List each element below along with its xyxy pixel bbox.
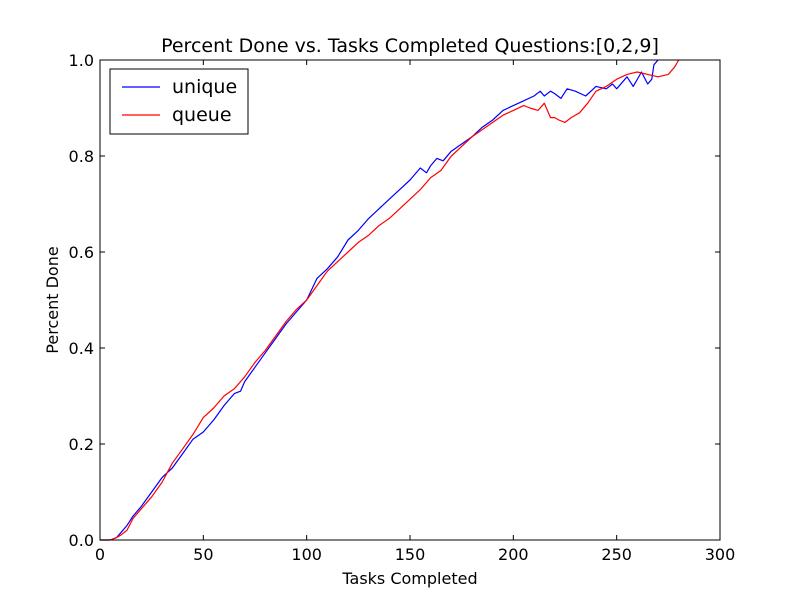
x-tick-label: 150 [395, 545, 426, 564]
y-tick-label: 1.0 [69, 51, 94, 70]
x-tick-label: 100 [291, 545, 322, 564]
y-axis-label: Percent Done [43, 246, 62, 353]
series-line-unique [100, 59, 659, 541]
ticks-layer: 0 50 100 150 200 250 300 0.0 0.2 0.4 0.6 0.8 1.0 [69, 51, 736, 564]
y-tick-label: 0.2 [69, 435, 94, 454]
x-tick-label: 0 [95, 545, 105, 564]
x-tick-label: 50 [193, 545, 213, 564]
series-layer [100, 59, 680, 541]
y-tick-label: 0.6 [69, 243, 94, 262]
x-tick-label: 200 [498, 545, 529, 564]
plot-frame [99, 59, 721, 541]
series-line-queue [100, 59, 680, 541]
y-tick-label: 0.0 [69, 531, 94, 550]
legend-box [109, 68, 249, 135]
legend-label-unique: unique [172, 76, 237, 98]
y-tick-label: 0.4 [69, 339, 94, 358]
legend-label-queue: queue [172, 104, 232, 126]
plot-area [100, 60, 720, 540]
x-axis-label: Tasks Completed [341, 569, 477, 588]
y-tick-label: 0.8 [69, 147, 94, 166]
x-tick-label: 250 [601, 545, 632, 564]
x-tick-label: 300 [705, 545, 736, 564]
legend: unique queue [109, 68, 249, 135]
chart-title: Percent Done vs. Tasks Completed Questio… [161, 35, 659, 57]
